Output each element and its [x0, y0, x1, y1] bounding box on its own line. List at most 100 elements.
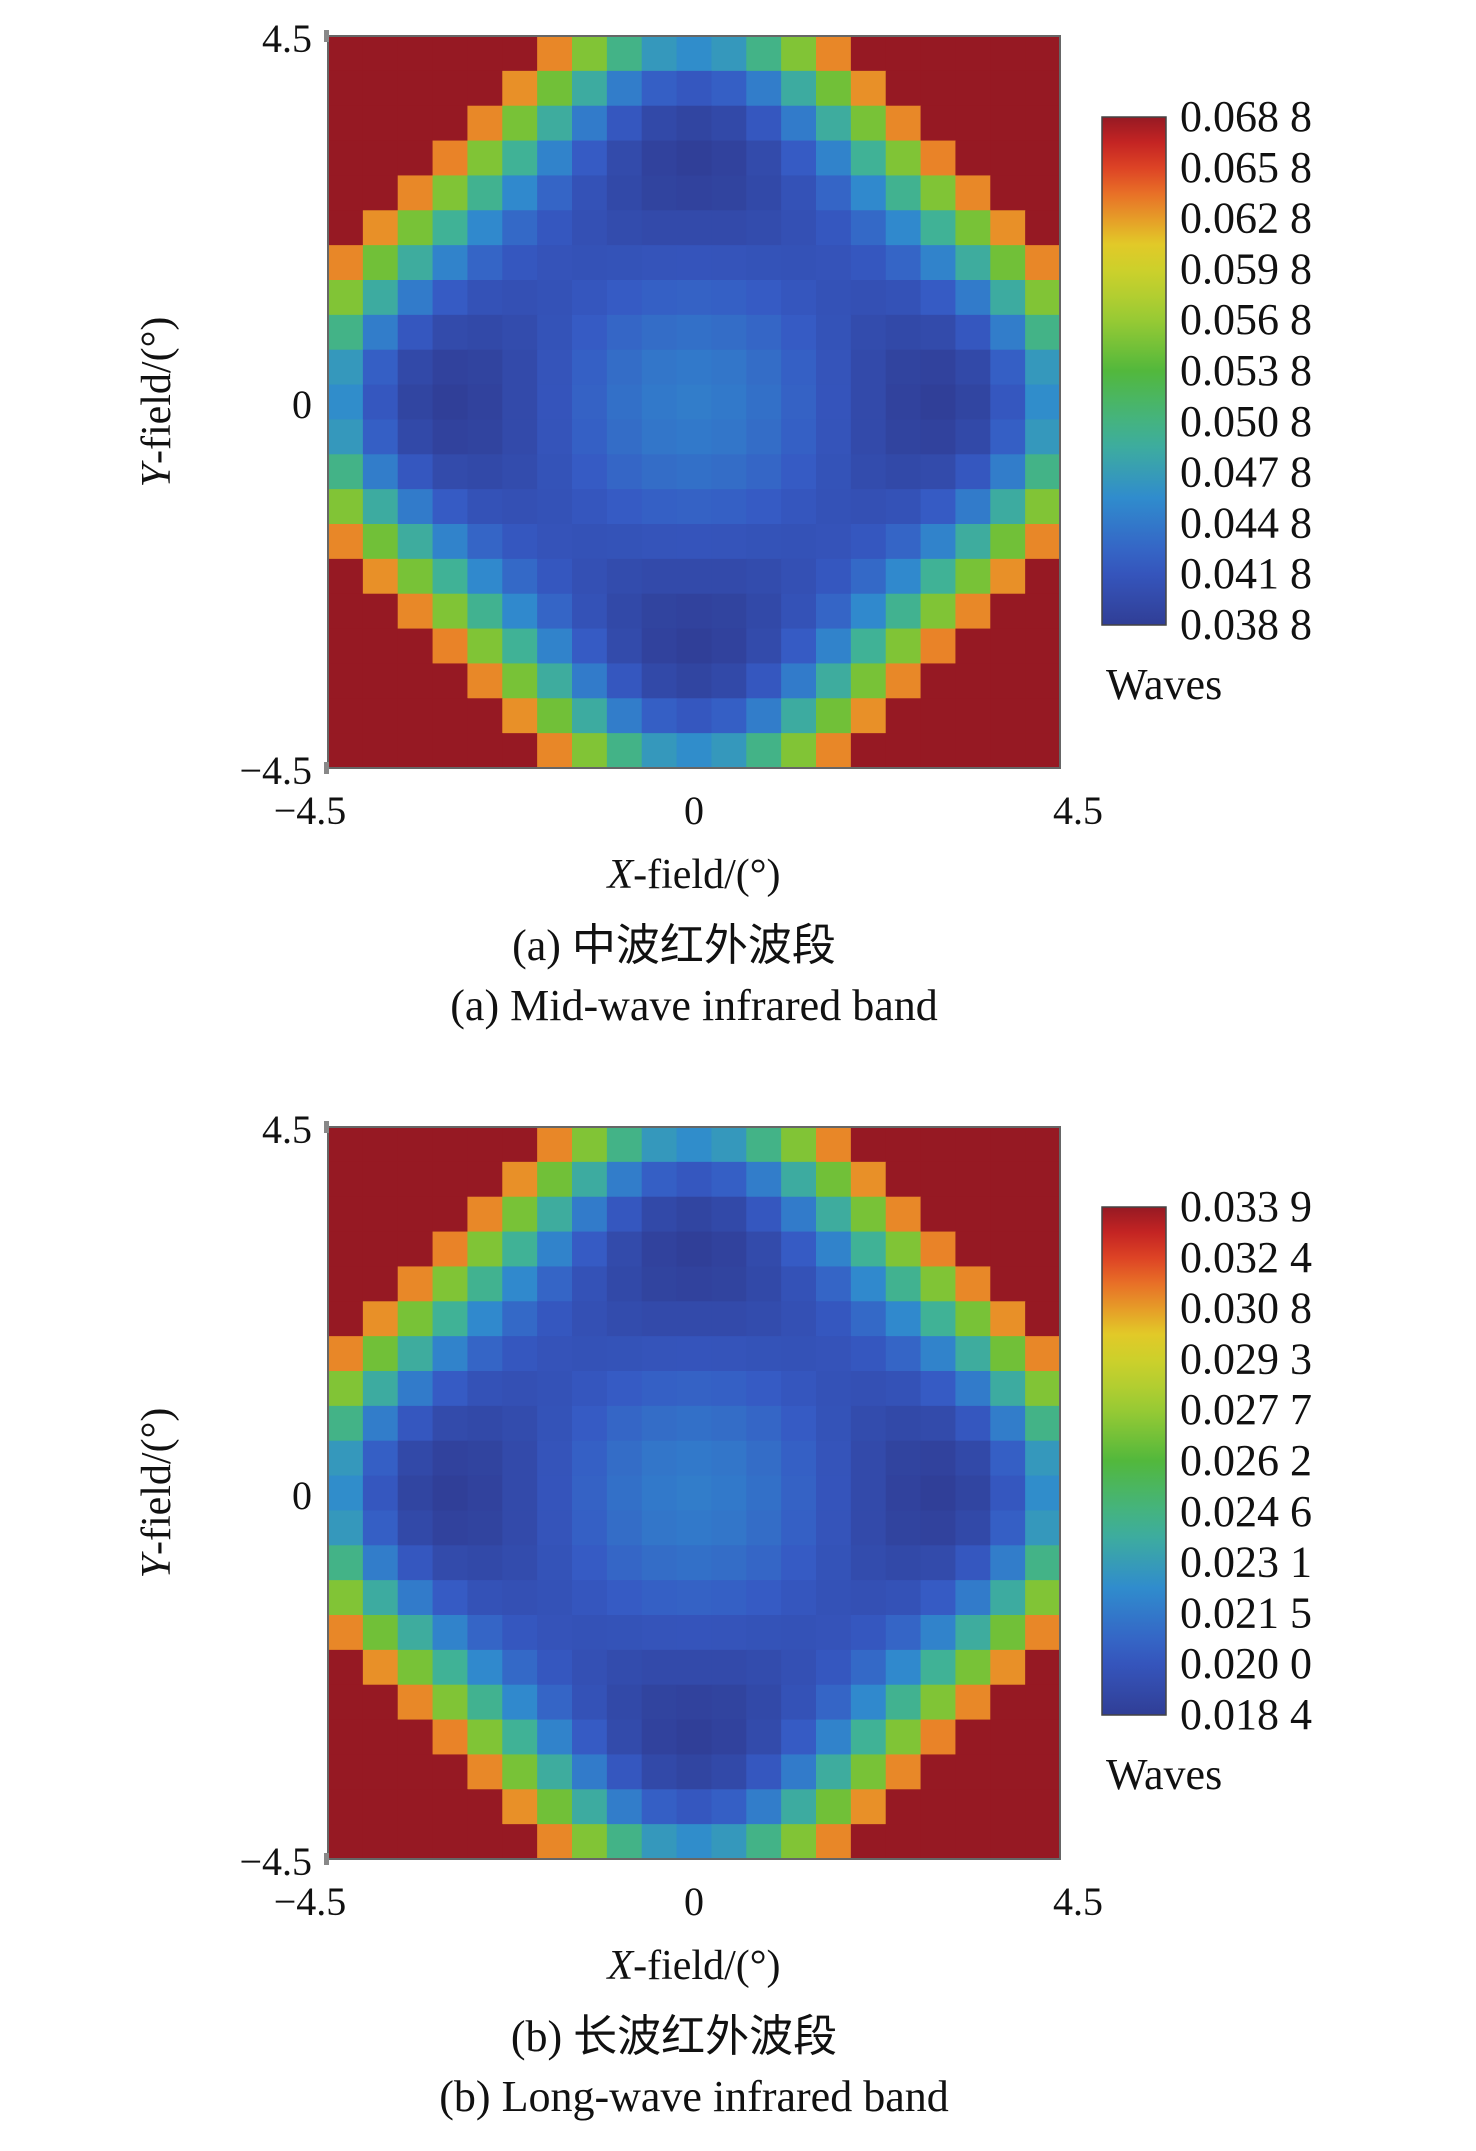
heatmap-cell	[711, 1196, 747, 1233]
heatmap-cell	[990, 314, 1026, 351]
heatmap-cell	[676, 349, 713, 386]
heatmap-cell	[920, 105, 957, 142]
heatmap-cell	[572, 210, 608, 246]
y-axis-label-rest: -field/(°)	[134, 1408, 180, 1555]
heatmap-cell	[537, 1649, 573, 1686]
heatmap-cell	[955, 314, 991, 351]
heatmap-cell	[606, 698, 643, 734]
heatmap-cell	[397, 1266, 434, 1302]
heatmap-cell	[606, 628, 643, 665]
heatmap-cell	[606, 1510, 643, 1546]
heatmap-cell	[432, 1719, 469, 1756]
heatmap-cell	[1025, 1580, 1061, 1616]
heatmap-cell	[467, 524, 503, 560]
heatmap-cell	[467, 698, 503, 734]
heatmap-cell	[816, 140, 852, 177]
heatmap-cell	[920, 628, 957, 665]
heatmap-cell	[990, 1127, 1026, 1163]
heatmap-cell	[850, 1615, 887, 1651]
heatmap-cell	[1025, 558, 1061, 595]
heatmap-cell	[885, 489, 922, 525]
heatmap-cell	[885, 1719, 922, 1756]
heatmap-cell	[606, 1824, 643, 1860]
heatmap-cell	[746, 454, 782, 490]
heatmap-cell	[816, 1371, 852, 1407]
heatmap-cell	[781, 140, 817, 177]
heatmap-cell	[362, 524, 399, 560]
heatmap-cell	[850, 524, 887, 560]
heatmap-cell	[328, 698, 364, 734]
heatmap-cell	[990, 733, 1026, 769]
heatmap-cell	[781, 1824, 817, 1860]
heatmap-cell	[711, 349, 747, 386]
heatmap-cell	[606, 733, 643, 769]
heatmap-cell	[990, 349, 1026, 386]
heatmap-cell	[990, 524, 1026, 560]
y-tick-label: 0	[292, 1473, 312, 1518]
heatmap-cell	[572, 733, 608, 769]
heatmap-cell	[816, 1440, 852, 1477]
colorbar-tick-label: 0.047 8	[1180, 448, 1312, 497]
heatmap-cell	[746, 663, 782, 699]
heatmap-cell	[572, 314, 608, 351]
heatmap-cell	[920, 1371, 957, 1407]
heatmap-cell	[746, 384, 782, 421]
heatmap-cell	[572, 1545, 608, 1581]
heatmap-cell	[816, 1789, 852, 1825]
heatmap-cell	[746, 314, 782, 351]
heatmap-cell	[885, 1371, 922, 1407]
heatmap-cell	[467, 1301, 503, 1337]
heatmap-cell	[885, 1196, 922, 1233]
heatmap-cell	[432, 210, 469, 246]
heatmap-cell	[781, 1754, 817, 1790]
heatmap-cell	[432, 1301, 469, 1337]
heatmap-cell	[676, 454, 713, 490]
heatmap-cell	[746, 1615, 782, 1651]
heatmap-cell	[362, 1824, 399, 1860]
heatmap-cell	[362, 419, 399, 455]
heatmap-cell	[781, 1161, 817, 1198]
heatmap-cell	[990, 698, 1026, 734]
heatmap-cell	[467, 280, 503, 316]
heatmap-cell	[572, 70, 608, 107]
heatmap-cell	[676, 1405, 713, 1442]
heatmap-cell	[1025, 70, 1061, 107]
heatmap-cell	[502, 1684, 538, 1721]
heatmap-cell	[502, 1161, 538, 1198]
heatmap-cell	[955, 105, 991, 142]
heatmap-cell	[537, 593, 573, 630]
heatmap-cell	[850, 1824, 887, 1860]
x-axis-label: X-field/(°)	[605, 852, 780, 898]
heatmap-cell	[746, 1440, 782, 1477]
heatmap-cell	[537, 419, 573, 455]
heatmap-cell	[885, 1336, 922, 1372]
heatmap-cell	[920, 1161, 957, 1198]
heatmap-cell	[711, 1719, 747, 1756]
heatmap-cell	[746, 1684, 782, 1721]
heatmap-cell	[432, 1510, 469, 1546]
heatmap-cell	[885, 1127, 922, 1163]
heatmap-cell	[606, 280, 643, 316]
heatmap-cell	[850, 36, 887, 72]
heatmap-cell	[711, 524, 747, 560]
heatmap-cell	[1025, 1615, 1061, 1651]
heatmap-cell	[920, 1580, 957, 1616]
heatmap-cell	[362, 558, 399, 595]
heatmap-cell	[955, 558, 991, 595]
heatmap-cell	[990, 489, 1026, 525]
heatmap-cell	[641, 105, 678, 142]
heatmap-cell	[676, 1684, 713, 1721]
heatmap-cell	[816, 1545, 852, 1581]
heatmap-cell	[955, 1789, 991, 1825]
y-tick-label: −4.5	[239, 748, 312, 793]
heatmap-cell	[781, 245, 817, 281]
heatmap-cell	[606, 1475, 643, 1512]
heatmap-cell	[606, 1649, 643, 1686]
y-tick-label: −4.5	[239, 1839, 312, 1884]
heatmap-cell	[606, 1336, 643, 1372]
heatmap-cell	[467, 1789, 503, 1825]
heatmap-cell	[676, 1266, 713, 1302]
heatmap-cell	[572, 1196, 608, 1233]
heatmap-cell	[850, 1161, 887, 1198]
heatmap-cell	[885, 1301, 922, 1337]
